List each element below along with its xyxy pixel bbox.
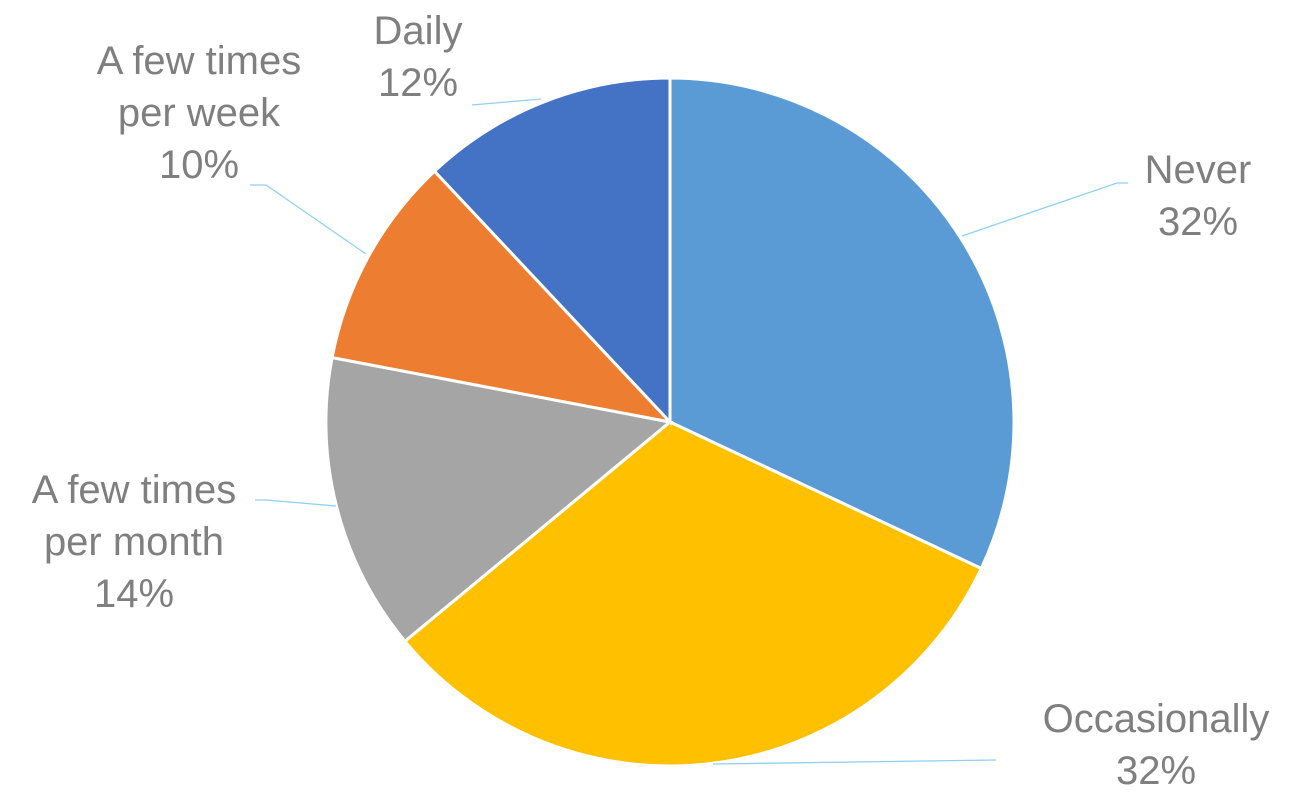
data-label: Occasionally 32%	[1043, 697, 1270, 792]
data-label-category: A few times	[32, 468, 237, 512]
leader-line	[250, 184, 367, 255]
leader-line	[961, 182, 1128, 237]
data-label-value: 12%	[378, 61, 458, 105]
pie-slices	[324, 76, 1016, 768]
data-label-category: Occasionally	[1043, 697, 1270, 741]
data-label-category: per week	[118, 91, 281, 135]
pie-slice	[324, 355, 674, 644]
data-label: Daily 12%	[374, 9, 463, 105]
leader-line	[471, 98, 542, 106]
data-label-value: 14%	[94, 572, 174, 616]
data-labels: Never 32% Occasionally 32% A few times per mo…	[32, 9, 1270, 792]
data-label-category: A few times	[97, 39, 302, 83]
data-label-value: 32%	[1116, 749, 1196, 792]
data-label-category: Daily	[374, 9, 463, 53]
data-label: Never 32%	[1145, 148, 1252, 244]
leader-lines	[250, 98, 1128, 765]
leader-line	[255, 499, 337, 507]
data-label-value: 10%	[159, 143, 239, 187]
pie-slice	[402, 420, 984, 768]
data-label: A few times per month 14%	[32, 468, 237, 616]
pie-slice	[432, 76, 672, 426]
pie-slice	[668, 76, 1016, 571]
data-label-category: per month	[44, 520, 224, 564]
data-label-value: 32%	[1158, 200, 1238, 244]
pie-slice	[330, 169, 675, 425]
data-label-category: Never	[1145, 148, 1252, 192]
leader-line	[712, 759, 997, 765]
data-label: A few times per week 10%	[97, 39, 302, 187]
